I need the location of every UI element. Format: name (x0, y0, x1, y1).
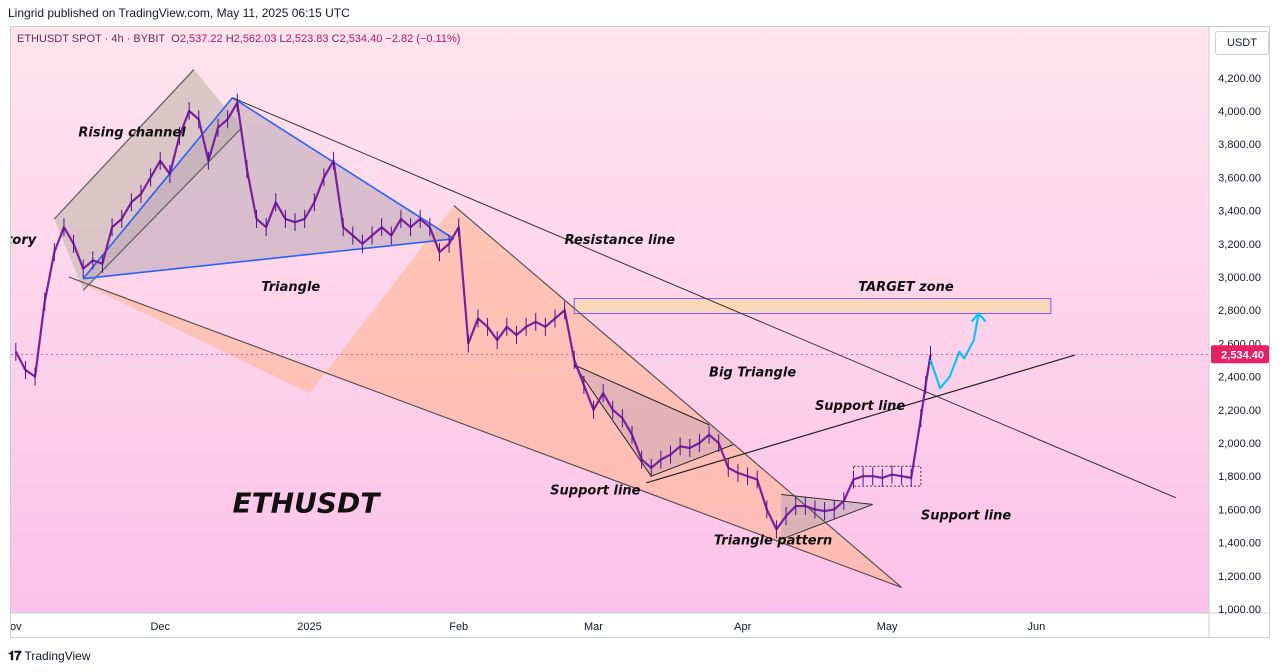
chart-svg[interactable]: Rising channel tory Triangle Resistance lin… (11, 27, 1270, 638)
support-line-rising (646, 354, 1076, 484)
price-tick-label: 3,400.00 (1218, 206, 1261, 218)
annotation-label: TARGET zone (858, 280, 954, 295)
falling-wedge-upper (453, 205, 902, 588)
price-tick-label: 3,200.00 (1218, 239, 1261, 251)
triangle-pattern-lower (781, 503, 873, 540)
triangle-pattern-upper (781, 493, 873, 505)
time-tick-label: Jun (1028, 621, 1046, 633)
triangle-upper-right-line (232, 97, 455, 240)
low-value: 2,523.83 (285, 33, 329, 45)
resistance-line (232, 97, 1177, 499)
triangle-upper-line (82, 97, 234, 280)
price-tick-label: 4,000.00 (1218, 106, 1261, 118)
flag-bottom (651, 444, 734, 477)
time-tick-label: 2025 (297, 621, 321, 633)
currency-button[interactable]: USDT (1215, 31, 1269, 55)
price-tick-label: 3,600.00 (1218, 172, 1261, 184)
annotation-label: ETHUSDT (232, 487, 381, 520)
price-tick-label: 2,400.00 (1218, 372, 1261, 384)
annotation-label: Big Triangle (709, 366, 796, 381)
target-zone-box (573, 298, 1052, 315)
annotation-label: Support line (550, 483, 640, 498)
symbol-label: ETHUSDT SPOT · 4h · BYBIT (17, 33, 166, 45)
annotation-label: Resistance line (565, 233, 676, 248)
footer-brand[interactable]: 𝟏𝟕 TradingView (8, 648, 91, 664)
time-tick-label: May (877, 621, 898, 633)
time-tick-label: Mar (584, 621, 603, 633)
tradingview-logo-icon: 𝟏𝟕 (8, 648, 22, 663)
annotation-label: Triangle (261, 280, 320, 295)
triangle-lower-line (83, 238, 454, 280)
price-tick-label: 3,000.00 (1218, 272, 1261, 284)
last-price-label: 2,534.40 (1221, 349, 1264, 361)
open-label: O (171, 33, 180, 45)
publisher-line: Lingrid published on TradingView.com, Ma… (8, 6, 350, 20)
change-value: −2.82 (−0.11%) (385, 33, 461, 45)
price-tick-label: 1,600.00 (1218, 504, 1261, 516)
time-tick-label: Apr (734, 621, 751, 633)
rising-channel-lower (82, 127, 243, 291)
price-tick-label: 3,800.00 (1218, 139, 1261, 151)
time-tick-label: Dec (150, 621, 170, 633)
price-tick-label: 4,200.00 (1218, 73, 1261, 85)
annotation-label: Support line (921, 508, 1011, 523)
forecast-path (929, 313, 980, 390)
low-label: L (279, 33, 286, 45)
support-line-big (68, 276, 902, 588)
ohlc-legend: ETHUSDT SPOT · 4h · BYBIT O2,537.22 H2,5… (17, 33, 460, 45)
annotation-label: Rising channel (78, 126, 186, 141)
flag-fill (574, 364, 734, 477)
price-tick-label: 1,400.00 (1218, 538, 1261, 550)
price-tick-label: 2,200.00 (1218, 405, 1261, 417)
footer-brand-label: TradingView (24, 649, 91, 663)
price-tick-label: 2,800.00 (1218, 305, 1261, 317)
flag-left (573, 364, 652, 477)
falling-wedge-fill (68, 205, 902, 588)
chart-panel[interactable]: Rising channel tory Triangle Resistance lin… (10, 26, 1270, 638)
price-tick-label: 1,000.00 (1218, 604, 1261, 616)
annotation-label: tory (11, 233, 37, 248)
annotation-label: Triangle pattern (714, 533, 832, 548)
annotation-label: Support line (815, 399, 905, 414)
high-value: 2,562.03 (233, 33, 277, 45)
price-tick-label: 1,200.00 (1218, 571, 1261, 583)
flag-top (574, 364, 710, 426)
last-price-tag (1211, 345, 1269, 364)
time-tick-label: ov (11, 621, 22, 633)
price-tick-label: 1,800.00 (1218, 471, 1261, 483)
close-value: 2,534.40 (339, 33, 383, 45)
forecast-arrow-icon (970, 311, 987, 323)
time-tick-label: Feb (449, 621, 468, 633)
price-tick-label: 2,000.00 (1218, 438, 1261, 450)
close-label: C (331, 33, 340, 45)
open-value: 2,537.22 (179, 33, 223, 45)
high-label: H (225, 33, 234, 45)
triangle-fill (83, 97, 454, 279)
rising-channel-upper (53, 69, 195, 220)
